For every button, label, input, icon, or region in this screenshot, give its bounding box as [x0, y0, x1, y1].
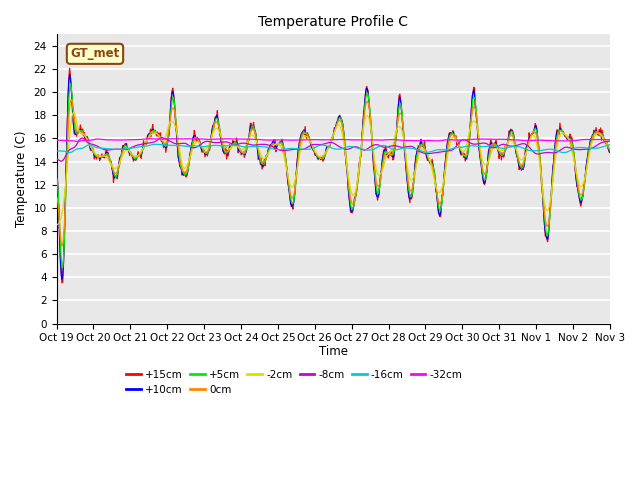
X-axis label: Time: Time	[319, 345, 348, 358]
Legend: +15cm, +10cm, +5cm, 0cm, -2cm, -8cm, -16cm, -32cm: +15cm, +10cm, +5cm, 0cm, -2cm, -8cm, -16…	[122, 366, 467, 399]
Y-axis label: Temperature (C): Temperature (C)	[15, 131, 28, 227]
Title: Temperature Profile C: Temperature Profile C	[258, 15, 408, 29]
Text: GT_met: GT_met	[70, 48, 120, 60]
